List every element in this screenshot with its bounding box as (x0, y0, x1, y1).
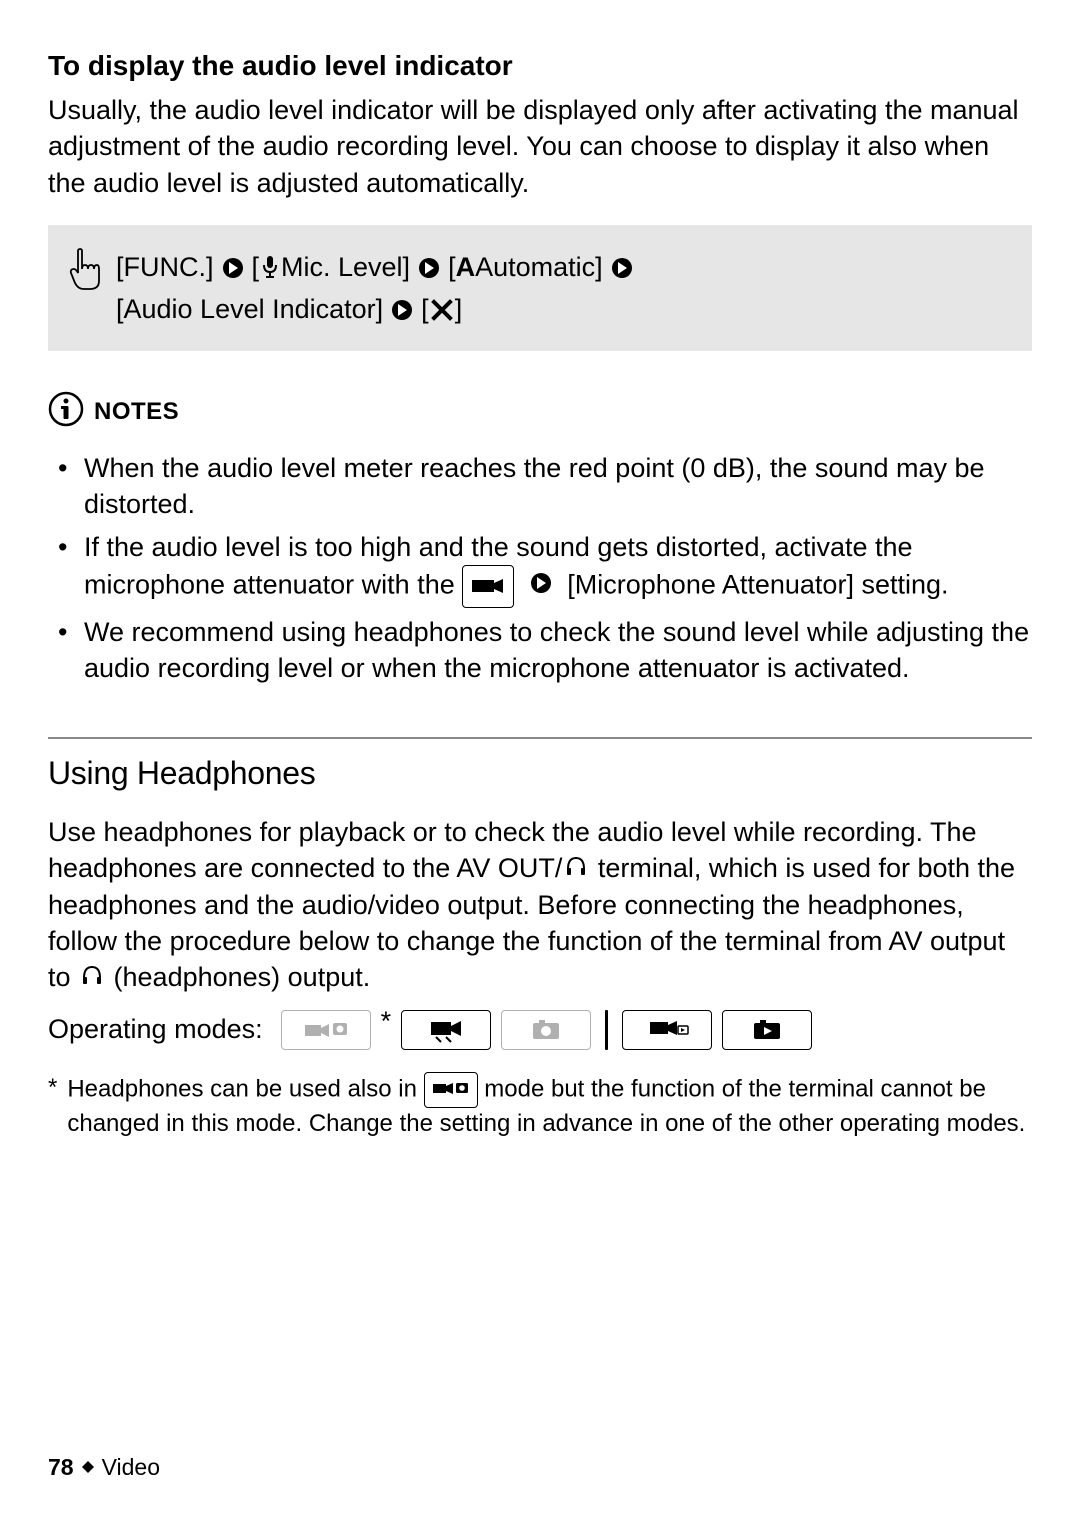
step-automatic-open: [ (448, 247, 456, 289)
operating-modes-row: Operating modes: * (48, 1010, 1032, 1050)
paragraph-headphones-description: Use headphones for playback or to check … (48, 814, 1032, 996)
info-icon (48, 391, 84, 432)
notes-header: NOTES (48, 391, 1032, 432)
note-item: When the audio level meter reaches the r… (58, 450, 1032, 523)
section-separator (48, 737, 1032, 739)
arrow-icon (418, 257, 440, 279)
mode-movie-record (401, 1010, 491, 1050)
heading-using-headphones: Using Headphones (48, 755, 1032, 792)
step-close-close: ] (455, 289, 463, 331)
arrow-icon (222, 257, 244, 279)
notes-list: When the audio level meter reaches the r… (48, 450, 1032, 687)
step-audio-level-indicator: [Audio Level Indicator] (116, 289, 383, 331)
close-x-icon (431, 299, 453, 321)
page-number: 78 (48, 1454, 74, 1481)
note-item: We recommend using headphones to check t… (58, 614, 1032, 687)
step-close-open: [ (421, 289, 429, 331)
heading-display-audio-level: To display the audio level indicator (48, 50, 1032, 82)
mode-dual-shot-inline-icon (424, 1072, 478, 1108)
step-miclevel-close: Mic. Level] (281, 247, 410, 289)
footnote: * Headphones can be used also in mode bu… (48, 1072, 1032, 1141)
headphones-icon (564, 853, 588, 877)
procedure-box: [FUNC.] [ Mic. Level] [ A Automatic] [Au… (48, 225, 1032, 351)
step-automatic-close: Automatic] (475, 247, 603, 289)
camera-mode-icon (462, 565, 514, 607)
step-automatic-letter: A (456, 247, 476, 289)
mode-group-separator (605, 1010, 608, 1050)
mode-movie-playback (622, 1010, 712, 1050)
step-miclevel-open: [ (252, 247, 260, 289)
footer-section-label: Video (102, 1454, 160, 1481)
footer-diamond-icon (82, 1460, 94, 1476)
note-item: If the audio level is too high and the s… (58, 529, 1032, 608)
notes-label: NOTES (94, 398, 179, 426)
mode-photo-record (501, 1010, 591, 1050)
page-footer: 78 Video (48, 1454, 160, 1481)
arrow-icon (611, 257, 633, 279)
headphones-icon (80, 962, 104, 986)
step-func: [FUNC.] (116, 247, 214, 289)
mode-dual-shot (281, 1010, 371, 1050)
paragraph-audio-level-description: Usually, the audio level indicator will … (48, 92, 1032, 201)
mode-footnote-star: * (381, 1006, 392, 1037)
mic-icon (261, 255, 279, 281)
mode-photo-playback (722, 1010, 812, 1050)
arrow-icon (391, 299, 413, 321)
footnote-star: * (48, 1072, 57, 1141)
touch-icon (68, 245, 102, 293)
procedure-steps: [FUNC.] [ Mic. Level] [ A Automatic] [Au… (116, 245, 987, 331)
arrow-icon (530, 572, 552, 594)
operating-modes-label: Operating modes: (48, 1014, 263, 1045)
